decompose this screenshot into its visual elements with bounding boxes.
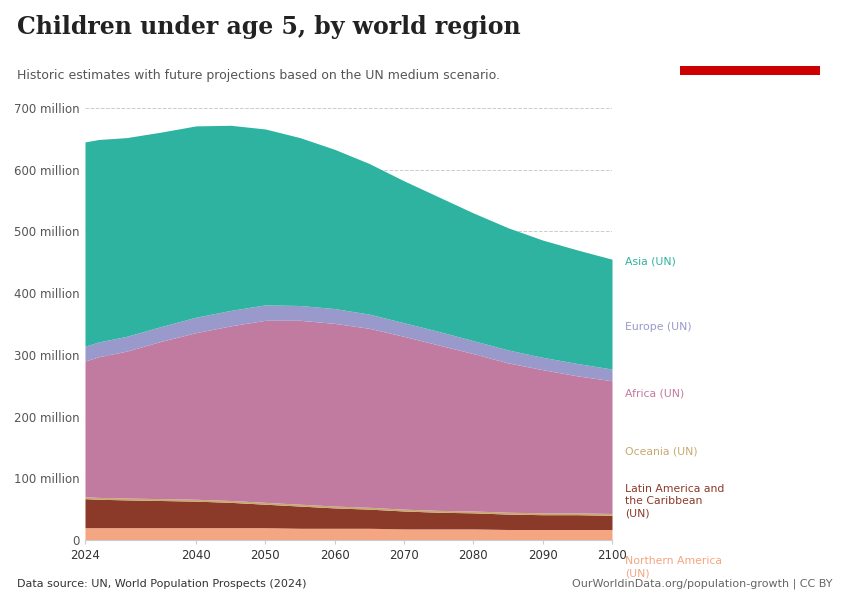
Text: Historic estimates with future projections based on the UN medium scenario.: Historic estimates with future projectio… [17,69,500,82]
Text: Data source: UN, World Population Prospects (2024): Data source: UN, World Population Prospe… [17,579,307,589]
Bar [680,65,820,75]
Text: Latin America and
the Caribbean
(UN): Latin America and the Caribbean (UN) [625,484,724,518]
Text: Northern America
(UN): Northern America (UN) [625,556,722,578]
Text: Our World: Our World [715,23,785,36]
Text: Africa (UN): Africa (UN) [625,388,684,398]
Text: in Data: in Data [725,42,775,55]
Text: Europe (UN): Europe (UN) [625,322,691,332]
Text: Asia (UN): Asia (UN) [625,256,676,266]
Text: Oceania (UN): Oceania (UN) [625,446,697,456]
Text: OurWorldinData.org/population-growth | CC BY: OurWorldinData.org/population-growth | C… [573,578,833,589]
Text: Children under age 5, by world region: Children under age 5, by world region [17,15,520,39]
